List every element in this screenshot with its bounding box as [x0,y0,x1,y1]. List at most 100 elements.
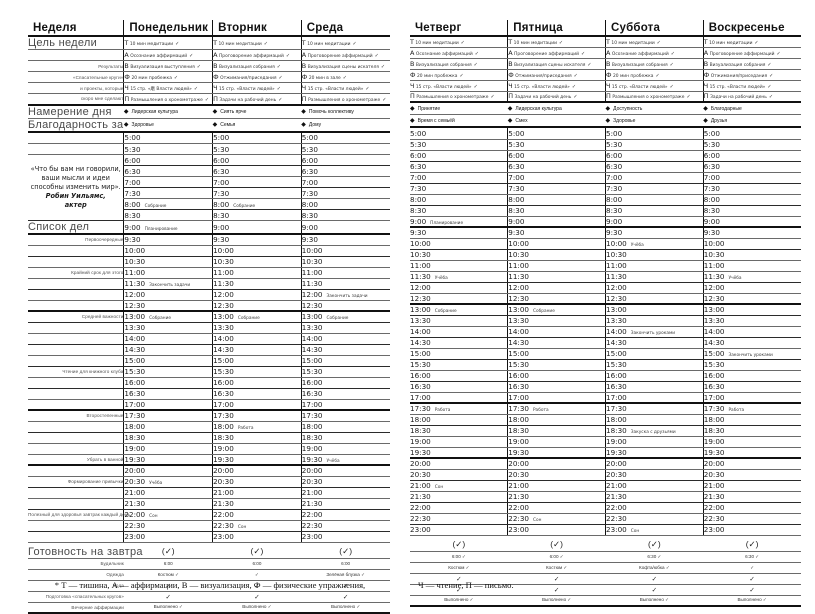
time-slot-sun[interactable]: 16:00 [703,370,801,381]
time-slot-wed[interactable]: 5:00 [301,133,390,144]
time-slot-fri[interactable]: 21:00 [508,480,606,491]
time-slot-tue[interactable]: 21:00 [213,487,302,498]
time-slot-sun[interactable]: 8:00 [703,194,801,205]
time-slot-fri[interactable]: 12:00 [508,282,606,293]
time-slot-sat[interactable]: 6:30 [606,161,704,172]
time-slot-sun[interactable]: 5:30 [703,139,801,150]
time-slot-sun[interactable]: 13:00 [703,304,801,315]
time-slot-sat[interactable]: 13:00 [606,304,704,315]
time-slot-tue[interactable]: 11:30 [213,278,302,289]
time-slot-wed[interactable]: 10:00 [301,245,390,256]
time-slot-sun[interactable]: 12:00 [703,282,801,293]
time-slot-wed[interactable]: 5:30 [301,144,390,155]
time-slot-mon[interactable]: 22:30 [124,520,213,531]
time-slot-wed[interactable]: 18:00 [301,421,390,432]
time-slot-mon[interactable]: 8:30 [124,210,213,221]
time-slot-sun[interactable]: 21:00 [703,480,801,491]
time-slot-tue[interactable]: 17:30 [213,410,302,421]
time-slot-wed[interactable]: 7:00 [301,177,390,188]
time-slot-wed[interactable]: 11:00 [301,267,390,278]
time-slot-sat[interactable]: 18:00 [606,414,704,425]
time-slot-mon[interactable]: 23:00 [124,531,213,542]
time-slot-wed[interactable]: 9:30 [301,234,390,245]
time-slot-sat[interactable]: 11:00 [606,260,704,271]
time-slot-sun[interactable]: 10:30 [703,249,801,260]
time-slot-tue[interactable]: 6:30 [213,166,302,177]
time-slot-tue[interactable]: 8:30 [213,210,302,221]
time-slot-wed[interactable]: 15:00 [301,355,390,366]
time-slot-thu[interactable]: 23:00 [410,524,508,535]
time-slot-sun[interactable]: 7:00 [703,172,801,183]
time-slot-fri[interactable]: 7:30 [508,183,606,194]
time-slot-sun[interactable]: 17:00 [703,392,801,403]
time-slot-sat[interactable]: 16:30 [606,381,704,392]
time-slot-mon[interactable]: 6:30 [124,166,213,177]
time-slot-sat[interactable]: 13:30 [606,315,704,326]
time-slot-wed[interactable]: 8:00 [301,199,390,210]
time-slot-mon[interactable]: 17:30 [124,410,213,421]
time-slot-fri[interactable]: 9:30 [508,227,606,238]
time-slot-thu[interactable]: 16:00 [410,370,508,381]
time-slot-wed[interactable]: 8:30 [301,210,390,221]
time-slot-mon[interactable]: 10:30 [124,256,213,267]
time-slot-thu[interactable]: 12:00 [410,282,508,293]
time-slot-thu[interactable]: 21:30 [410,491,508,502]
time-slot-sun[interactable]: 10:00 [703,238,801,249]
time-slot-tue[interactable]: 12:30 [213,300,302,311]
time-slot-thu[interactable]: 6:00 [410,150,508,161]
time-slot-thu[interactable]: 13:30 [410,315,508,326]
time-slot-sun[interactable]: 13:30 [703,315,801,326]
time-slot-tue[interactable]: 23:00 [213,531,302,542]
time-slot-fri[interactable]: 23:00 [508,524,606,535]
time-slot-fri[interactable]: 19:00 [508,436,606,447]
time-slot-mon[interactable]: 20:00 [124,465,213,476]
time-slot-sat[interactable]: 15:30 [606,359,704,370]
time-slot-wed[interactable]: 10:30 [301,256,390,267]
time-slot-sun[interactable]: 9:30 [703,227,801,238]
time-slot-fri[interactable]: 12:30 [508,293,606,304]
time-slot-tue[interactable]: 9:30 [213,234,302,245]
time-slot-sat[interactable]: 20:00 [606,458,704,469]
time-slot-fri[interactable]: 13:30 [508,315,606,326]
time-slot-sun[interactable]: 6:00 [703,150,801,161]
time-slot-sun[interactable]: 18:00 [703,414,801,425]
time-slot-fri[interactable]: 14:30 [508,337,606,348]
time-slot-thu[interactable]: 19:00 [410,436,508,447]
time-slot-mon[interactable]: 15:30 [124,366,213,377]
time-slot-mon[interactable]: 5:30 [124,144,213,155]
time-slot-tue[interactable]: 14:30 [213,344,302,355]
time-slot-thu[interactable]: 5:00 [410,128,508,139]
time-slot-sat[interactable]: 9:30 [606,227,704,238]
time-slot-mon[interactable]: 16:30 [124,388,213,399]
time-slot-sun[interactable]: 19:00 [703,436,801,447]
time-slot-mon[interactable]: 10:00 [124,245,213,256]
time-slot-wed[interactable]: 17:00 [301,399,390,410]
time-slot-fri[interactable]: 16:30 [508,381,606,392]
time-slot-fri[interactable]: 10:00 [508,238,606,249]
time-slot-sat[interactable]: 19:30 [606,447,704,458]
time-slot-wed[interactable]: 16:00 [301,377,390,388]
time-slot-thu[interactable]: 5:30 [410,139,508,150]
time-slot-tue[interactable]: 15:30 [213,366,302,377]
time-slot-thu[interactable]: 15:00 [410,348,508,359]
time-slot-fri[interactable]: 15:00 [508,348,606,359]
time-slot-sun[interactable]: 8:30 [703,205,801,216]
time-slot-thu[interactable]: 8:30 [410,205,508,216]
time-slot-mon[interactable]: 13:30 [124,322,213,333]
time-slot-sat[interactable]: 12:30 [606,293,704,304]
time-slot-mon[interactable]: 19:00 [124,443,213,454]
time-slot-sun[interactable]: 22:30 [703,513,801,524]
time-slot-wed[interactable]: 15:30 [301,366,390,377]
time-slot-fri[interactable]: 5:30 [508,139,606,150]
time-slot-sun[interactable]: 7:30 [703,183,801,194]
